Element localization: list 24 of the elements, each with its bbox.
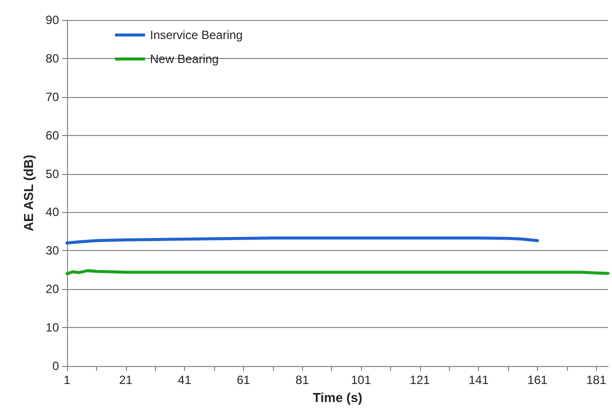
x-tick-label: 121 [410,373,430,387]
x-tick-label: 61 [236,373,250,387]
x-tick-label: 21 [119,373,133,387]
legend-label: Inservice Bearing [150,28,243,42]
y-tick-label: 30 [46,244,60,258]
legend-label: New Bearing [150,52,219,66]
y-tick-label: 80 [46,51,60,66]
y-tick-label: 50 [46,166,60,181]
x-tick-label: 141 [468,373,489,387]
y-tick-label: 40 [46,205,60,220]
x-tick-label: 81 [296,373,310,387]
x-tick-label: 41 [178,373,192,387]
y-tick-label: 20 [46,282,60,296]
y-tick-label: 70 [46,90,60,104]
x-tick-label: 161 [527,373,548,387]
y-tick-label: 0 [52,359,60,373]
x-tick-label: 1 [64,373,71,387]
y-tick-label: 10 [46,320,60,335]
y-tick-label: 60 [46,128,60,142]
x-axis-title: Time (s) [312,390,362,405]
y-tick-label: 90 [46,13,60,27]
x-tick-label: 181 [586,373,607,387]
x-tick-label: 101 [351,373,372,387]
y-axis-title: AE ASL (dB) [20,154,36,232]
